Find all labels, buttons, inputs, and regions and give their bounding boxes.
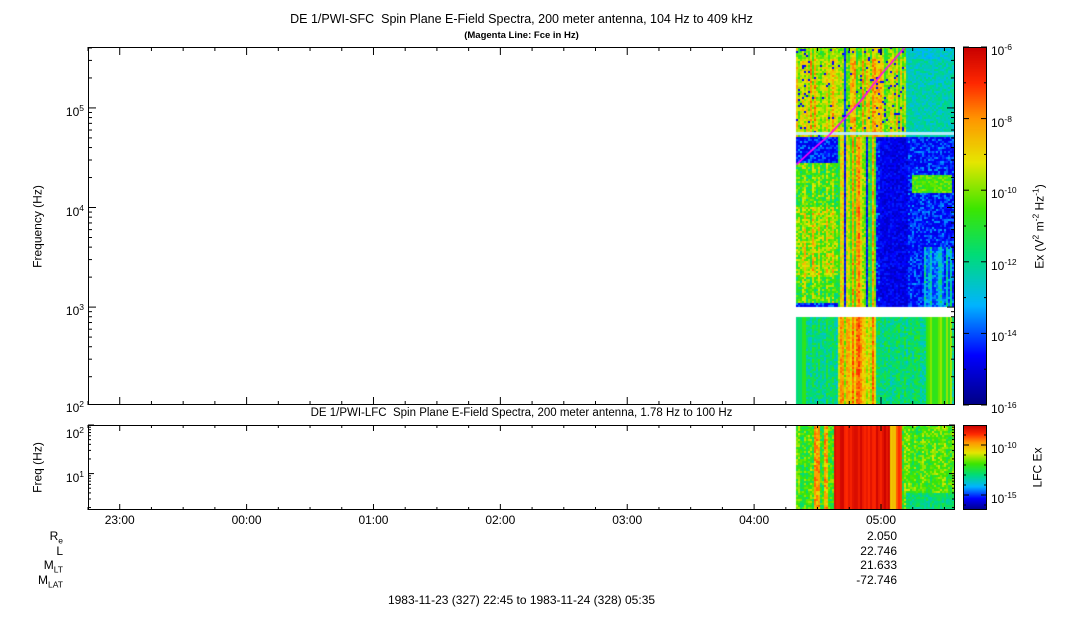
time-tick-label: 03:00 (612, 513, 643, 527)
time-tick-label: 01:00 (358, 513, 389, 527)
time-tick-label: 23:00 (104, 513, 135, 527)
sfc-colorbar-label: Ex (V2 m-2 Hz-1) (1030, 184, 1047, 269)
sfc-colorbar-tick-label: 10-10 (991, 185, 1017, 202)
orbit-row-label: MLAT (38, 572, 63, 590)
lfc-axis-ticks (87, 424, 955, 510)
sfc-colorbar-tick-label: 10-8 (991, 113, 1012, 130)
sfc-y-tick-label: 105 (65, 102, 84, 119)
lfc-colorbar-tick-label: 10-15 (991, 490, 1017, 506)
lfc-title: DE 1/PWI-LFC Spin Plane E-Field Spectra,… (310, 407, 733, 419)
sfc-subtitle: (Magenta Line: Fce in Hz) (464, 30, 579, 41)
orbit-row-label: Re (49, 529, 63, 546)
sfc-colorbar-tick-label: 10-16 (991, 400, 1017, 416)
lfc-colorbar-tick-label: 10-10 (991, 440, 1017, 456)
time-tick-label: 00:00 (231, 513, 262, 527)
sfc-colorbar-ticks (963, 46, 987, 406)
sfc-colorbar-canvas (963, 47, 987, 405)
orbit-row-label: MLT (43, 558, 63, 575)
lfc-colorbar-label: LFC Ex (1030, 447, 1045, 488)
date-range-footer: 1983-11-23 (327) 22:45 to 1983-11-24 (32… (387, 593, 656, 607)
lfc-spectrogram-canvas (88, 425, 955, 510)
sfc-axis-ticks (87, 47, 955, 405)
lfc-colorbar-canvas (963, 425, 987, 510)
orbit-row-label: L (56, 543, 63, 558)
sfc-colorbar-tick-label: 10-6 (991, 42, 1012, 58)
orbit-row-value: 21.633 (860, 558, 897, 573)
sfc-ylabel: Frequency (Hz) (30, 185, 45, 268)
sfc-colorbar-tick-label: 10-14 (991, 328, 1017, 345)
sfc-y-tick-label: 103 (65, 302, 84, 319)
sfc-title: DE 1/PWI-SFC Spin Plane E-Field Spectra,… (290, 12, 753, 26)
sfc-y-tick-label: 102 (65, 399, 84, 415)
time-tick-label: 02:00 (485, 513, 516, 527)
time-tick-label: 04:00 (739, 513, 770, 527)
orbit-row-value: 2.050 (866, 529, 897, 543)
lfc-y-tick-label: 101 (65, 468, 84, 485)
sfc-colorbar-tick-label: 10-12 (991, 256, 1017, 273)
lfc-colorbar-ticks (963, 434, 987, 506)
lfc-y-tick-label: 102 (65, 425, 84, 441)
time-tick-label: 05:00 (865, 513, 896, 527)
orbit-row-value: -72.746 (856, 572, 897, 587)
orbit-row-value: 22.746 (860, 543, 897, 558)
sfc-y-tick-label: 104 (65, 202, 84, 219)
sfc-spectrogram-canvas (88, 47, 955, 405)
